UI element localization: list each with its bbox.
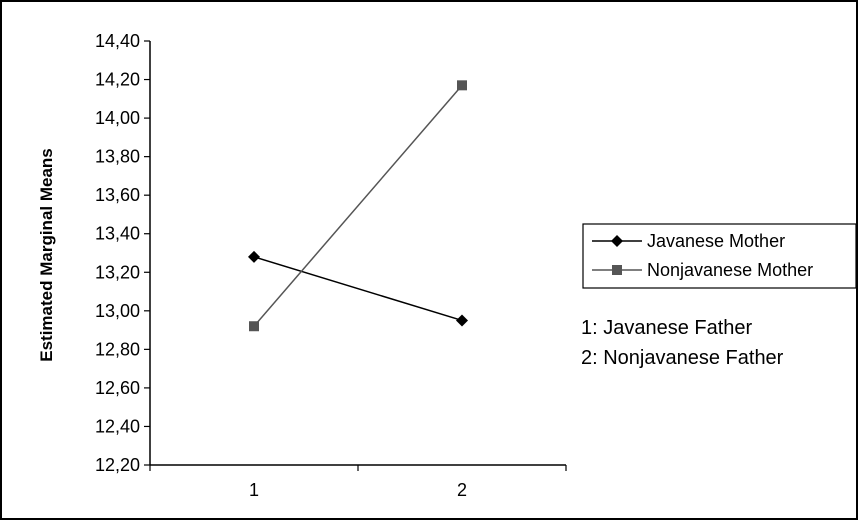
y-tick-label: 12,60 (95, 378, 140, 398)
y-tick-label: 14,00 (95, 108, 140, 128)
y-axis-title: Estimated Marginal Means (37, 148, 56, 362)
y-tick-label: 12,40 (95, 416, 140, 436)
series-line-2 (253, 84, 463, 327)
x-tick-label: 2 (457, 480, 467, 500)
category-note-1: 1: Javanese Father (581, 317, 753, 339)
legend-box (582, 223, 857, 289)
y-tick-label: 12,20 (95, 455, 140, 475)
x-tick-label: 1 (249, 480, 259, 500)
data-point-series-2 (457, 80, 467, 91)
y-tick-label: 13,60 (95, 185, 140, 205)
series-layer (248, 80, 468, 332)
legend-marker (612, 265, 622, 275)
y-tick-label: 13,40 (95, 224, 140, 244)
y-tick-label: 13,80 (95, 147, 140, 167)
y-tick-label: 13,20 (95, 262, 140, 282)
data-point-series-1 (248, 250, 260, 263)
series-line-1 (253, 256, 463, 322)
y-ticks: 12,20 12,40 12,60 12,80 13,00 13,20 13,40 13,60… (95, 31, 150, 475)
data-point-series-1 (456, 314, 468, 327)
legend-marker (611, 235, 623, 247)
category-note-2: 2: Nonjavanese Father (581, 347, 784, 369)
legend-label: Nonjavanese Mother (647, 260, 813, 280)
legend-label: Javanese Mother (647, 231, 785, 251)
y-tick-label: 13,00 (95, 301, 140, 321)
data-point-series-2 (249, 321, 259, 332)
y-tick-label: 14,20 (95, 70, 140, 90)
y-tick-label: 14,40 (95, 31, 140, 51)
legend-entries: Javanese Mother Nonjavanese Mother (592, 231, 813, 280)
legend: Javanese Mother Nonjavanese Mother (582, 223, 857, 289)
y-tick-label: 12,80 (95, 339, 140, 359)
